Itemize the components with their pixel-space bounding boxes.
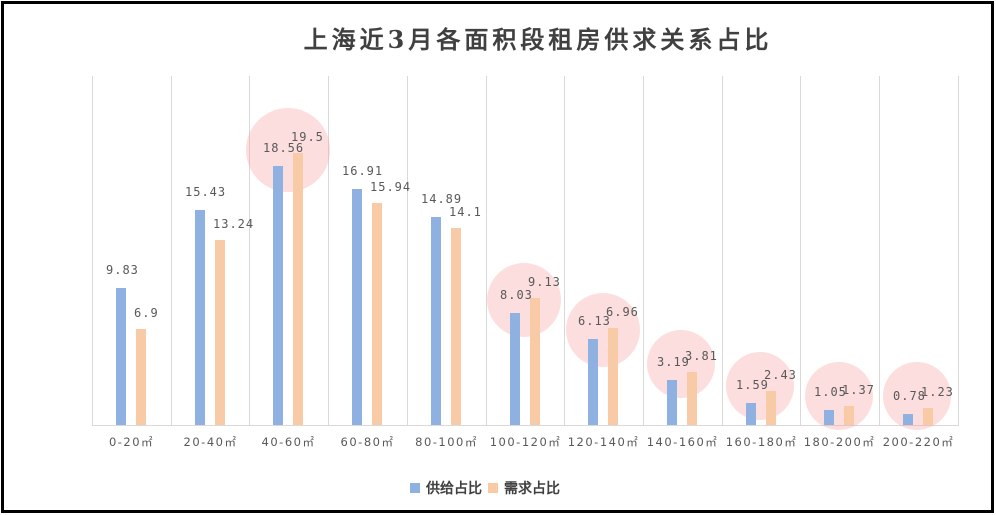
bar-supply[interactable] [273,166,283,425]
legend-label-supply: 供给占比 [426,481,482,497]
data-label-demand: 6.9 [134,306,159,320]
legend-label-demand: 需求占比 [504,481,560,497]
bar-demand[interactable] [451,228,461,425]
bar-supply[interactable] [352,189,362,425]
bar-demand[interactable] [844,406,854,425]
data-label-supply: 1.05 [814,385,847,399]
highlight-circle [725,352,794,420]
data-label-supply: 14.89 [421,192,463,206]
demand-swatch-icon [488,483,498,493]
data-label-demand: 1.23 [921,385,954,399]
gridline [722,76,723,426]
data-label-demand: 1.37 [842,383,875,397]
data-label-supply: 16.91 [342,164,384,178]
x-axis-tick-label: 20-40㎡ [183,435,238,449]
gridline [958,76,959,426]
x-axis-tick-label: 60-80㎡ [340,435,395,449]
bar-supply[interactable] [195,210,205,425]
data-label-demand: 13.24 [213,217,255,231]
bar-demand[interactable] [530,298,540,425]
bar-demand[interactable] [687,372,697,425]
data-label-supply: 8.03 [500,288,533,302]
data-label-demand: 14.1 [449,205,482,219]
legend-item-supply: 供给占比 [410,478,482,498]
highlight-circle [245,108,330,192]
highlight-circle [883,362,952,430]
legend-item-demand: 需求占比 [488,478,560,498]
gridline [486,76,487,426]
x-axis-tick-label: 180-200㎡ [803,435,876,449]
bar-demand[interactable] [766,391,776,425]
gridline [328,76,329,426]
data-label-supply: 0.78 [893,389,926,403]
data-label-supply: 9.83 [106,263,139,277]
highlight-circle [486,263,561,337]
data-label-demand: 6.96 [606,305,639,319]
x-axis-tick-label: 200-220㎡ [882,435,955,449]
bar-demand[interactable] [293,153,303,425]
gridline [800,76,801,426]
bar-supply[interactable] [746,403,756,425]
bar-demand[interactable] [215,240,225,425]
gridline [643,76,644,426]
gridline [564,76,565,426]
data-label-supply: 18.56 [263,141,305,155]
bar-demand[interactable] [136,329,146,425]
bar-demand[interactable] [923,408,933,425]
data-label-demand: 9.13 [528,275,561,289]
x-axis-tick-label: 120-140㎡ [567,435,640,449]
x-axis-tick-label: 40-60㎡ [261,435,316,449]
legend: 供给占比 需求占比 [410,478,566,498]
chart-title: 上海近3月各面积段租房供求关系占比 [303,25,773,54]
bar-demand[interactable] [372,203,382,425]
data-label-supply: 3.19 [657,355,690,369]
highlight-circle [565,293,640,367]
gridline [407,76,408,426]
gridline [879,76,880,426]
data-label-supply: 6.13 [578,314,611,328]
x-axis-tick-label: 100-120㎡ [489,435,562,449]
x-axis-tick-label: 80-100㎡ [415,435,478,449]
bar-supply[interactable] [431,217,441,425]
bar-demand[interactable] [608,328,618,425]
x-axis-tick-label: 140-160㎡ [646,435,719,449]
highlight-circle [804,362,873,430]
data-label-demand: 2.43 [764,368,797,382]
data-label-demand: 3.81 [685,349,718,363]
x-axis-tick-label: 0-20㎡ [108,435,155,449]
data-label-demand: 15.94 [370,180,412,194]
supply-swatch-icon [410,483,420,493]
data-label-supply: 15.43 [185,185,227,199]
x-axis-line [92,425,959,426]
data-label-supply: 1.59 [736,378,769,392]
gridline [249,76,250,426]
bar-supply[interactable] [667,380,677,425]
bar-supply[interactable] [116,288,126,425]
bar-supply[interactable] [903,414,913,425]
bar-supply[interactable] [588,339,598,425]
highlight-circle [647,330,716,398]
data-label-demand: 19.5 [291,130,324,144]
bar-supply[interactable] [824,410,834,425]
x-axis-tick-label: 160-180㎡ [725,435,798,449]
gridline [92,76,93,426]
bar-supply[interactable] [510,313,520,425]
gridline [171,76,172,426]
